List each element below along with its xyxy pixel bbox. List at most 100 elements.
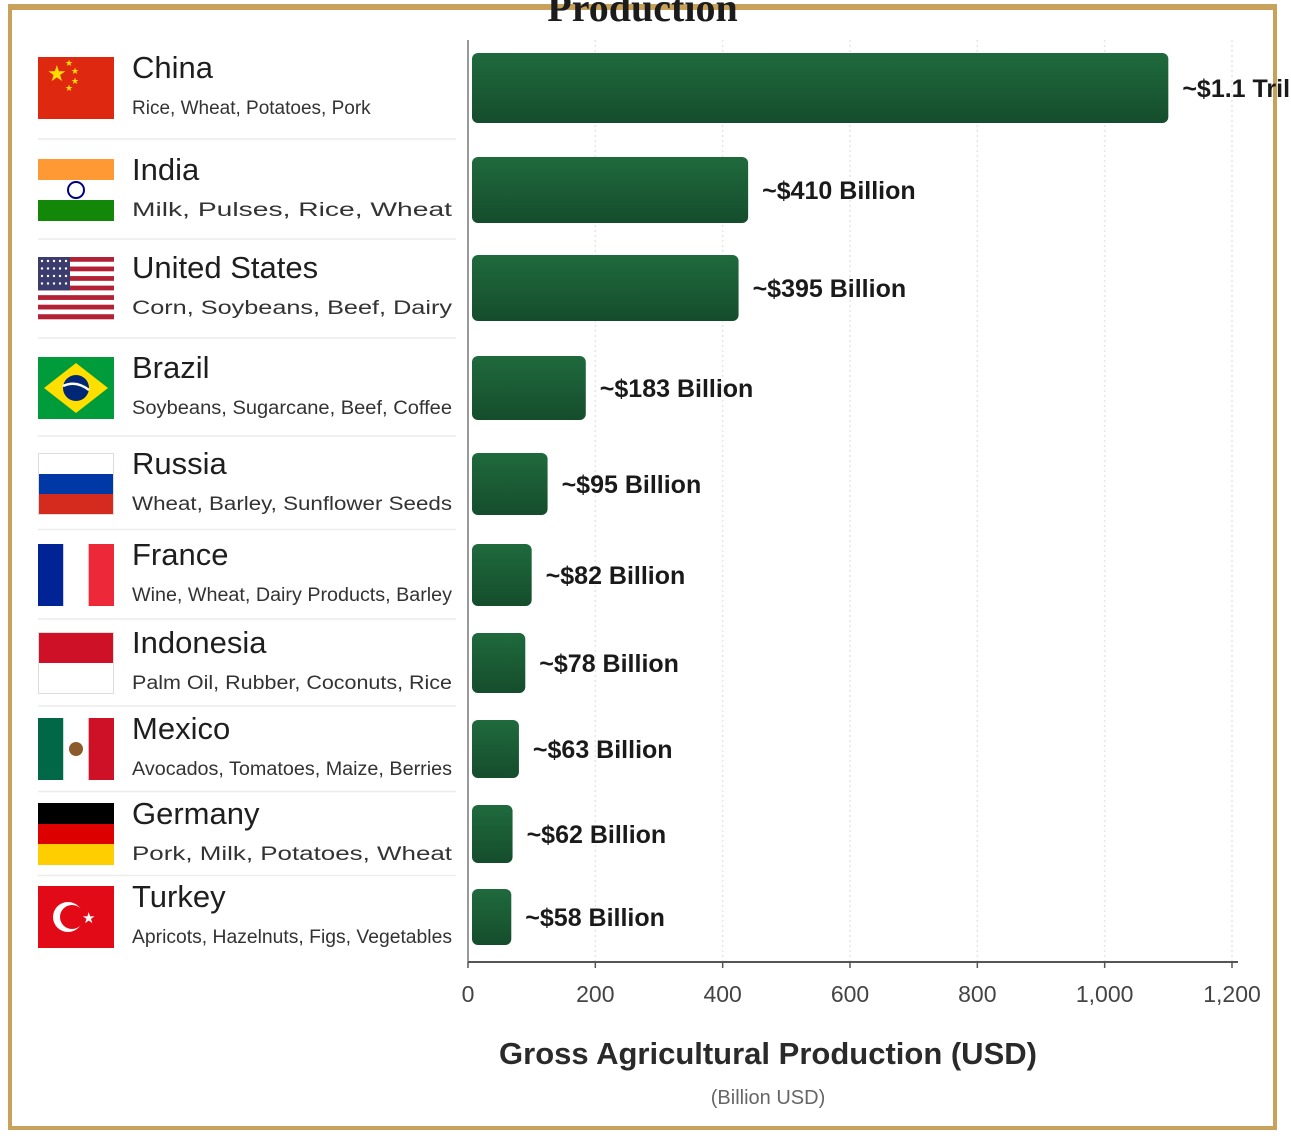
- x-tick-label: 200: [576, 981, 614, 1007]
- flag-star: ★: [71, 77, 79, 87]
- bar-united-states: [472, 255, 739, 321]
- country-name: Indonesia: [132, 625, 267, 660]
- mexico-flag-icon: [38, 718, 114, 780]
- country-products: Palm Oil, Rubber, Coconuts, Rice: [132, 673, 452, 694]
- indonesia-flag-icon: [38, 632, 114, 694]
- flag-part: [38, 824, 114, 844]
- flag-part: [38, 257, 70, 291]
- bar-indonesia: [472, 633, 526, 693]
- flag-border: [38, 453, 114, 515]
- country-name: India: [132, 152, 200, 187]
- flag-star: [58, 274, 62, 278]
- flag-part: [38, 718, 64, 780]
- country-name: France: [132, 537, 228, 572]
- flag-part: [38, 261, 114, 267]
- country-products: Avocados, Tomatoes, Maize, Berries: [132, 759, 452, 780]
- india-flag-icon: [38, 159, 114, 221]
- bar-russia: [472, 453, 548, 515]
- flag-emblem: [69, 742, 83, 756]
- bar-value-label: ~$95 Billion: [562, 471, 702, 499]
- flag-part: [38, 632, 114, 663]
- flag-part: [38, 295, 114, 301]
- flag-part: [38, 280, 114, 286]
- bar-value-label: ~$58 Billion: [525, 904, 665, 932]
- country-products: Apricots, Hazelnuts, Figs, Vegetables: [132, 927, 452, 948]
- brazil-flag-icon: [38, 357, 114, 419]
- country-name: Mexico: [132, 711, 230, 746]
- flag-star: [52, 267, 56, 270]
- x-tick-label: 1,200: [1203, 981, 1261, 1007]
- flag-part: [38, 200, 114, 221]
- country-products: Corn, Soybeans, Beef, Dairy: [132, 298, 453, 319]
- flag-part: [38, 266, 114, 272]
- bar-value-label: ~$1.1 Trillion: [1182, 75, 1291, 103]
- x-axis-subtitle: (Billion USD): [711, 1087, 825, 1109]
- flag-border: [38, 632, 114, 694]
- flag-part: [38, 159, 114, 180]
- flag-star: ★: [47, 62, 67, 87]
- bar-france: [472, 544, 532, 606]
- flag-star: ★: [65, 59, 73, 69]
- china-flag-icon: ★★★★★: [38, 57, 114, 119]
- turkey-flag-icon: ★: [38, 886, 114, 948]
- flag-star: [46, 267, 50, 270]
- usa-flag-icon: [38, 257, 114, 320]
- flag-part: [88, 544, 114, 606]
- country-name: United States: [132, 250, 318, 285]
- flag-part: [38, 494, 114, 515]
- flag-star: [58, 259, 62, 263]
- flag-part: [38, 844, 114, 865]
- x-tick-label: 800: [958, 981, 996, 1007]
- country-name: Germany: [132, 796, 260, 831]
- country-name: Turkey: [132, 879, 226, 914]
- country-name: Russia: [132, 446, 228, 481]
- flag-star: [64, 267, 68, 270]
- country-name: China: [132, 50, 214, 85]
- flag-star: [52, 282, 56, 285]
- flag-star: [64, 259, 68, 263]
- bar-india: [472, 157, 749, 223]
- flag-star: [58, 282, 62, 285]
- country-products: Wine, Wheat, Dairy Products, Barley: [132, 585, 453, 606]
- bar-value-label: ~$62 Billion: [527, 821, 667, 849]
- flag-part: [38, 544, 64, 606]
- flag-star: ★: [82, 909, 95, 927]
- flag-part: [38, 299, 114, 305]
- bar-germany: [472, 805, 513, 863]
- flag-part: [38, 474, 114, 494]
- germany-flag-icon: [38, 803, 114, 865]
- flag-star: [58, 267, 62, 270]
- bar-turkey: [472, 889, 512, 945]
- flag-part: [38, 803, 114, 824]
- flag-chakra: [67, 181, 85, 199]
- flag-part: [38, 290, 114, 296]
- flag-part: [88, 718, 114, 780]
- country-products: Wheat, Barley, Sunflower Seeds: [132, 494, 452, 515]
- bar-value-label: ~$183 Billion: [600, 375, 754, 403]
- flag-star: [46, 282, 50, 285]
- flag-part: [38, 276, 114, 282]
- flag-part: [38, 304, 114, 310]
- flag-part: [38, 180, 114, 200]
- flag-part: [63, 544, 89, 606]
- flag-star: ★: [65, 84, 73, 94]
- bar-mexico: [472, 720, 519, 778]
- russia-flag-icon: [38, 453, 114, 515]
- bar-value-label: ~$395 Billion: [753, 275, 907, 303]
- bar-value-label: ~$63 Billion: [533, 736, 673, 764]
- flag-star: ★: [71, 67, 79, 77]
- bar-value-label: ~$82 Billion: [546, 562, 686, 590]
- country-products: Soybeans, Sugarcane, Beef, Coffee: [132, 398, 452, 419]
- flag-part: [38, 257, 114, 263]
- flag-star: [46, 274, 50, 278]
- flag-star: [64, 274, 68, 278]
- bar-value-label: ~$410 Billion: [762, 177, 916, 205]
- flag-globe: [63, 375, 89, 401]
- bar-value-label: ~$78 Billion: [539, 650, 679, 678]
- country-name: Brazil: [132, 350, 210, 385]
- x-tick-label: 600: [831, 981, 869, 1007]
- flag-part: [38, 453, 114, 474]
- country-products: Pork, Milk, Potatoes, Wheat: [132, 844, 453, 865]
- chart-title-fragment: Production: [547, 0, 738, 30]
- flag-part: [38, 57, 114, 119]
